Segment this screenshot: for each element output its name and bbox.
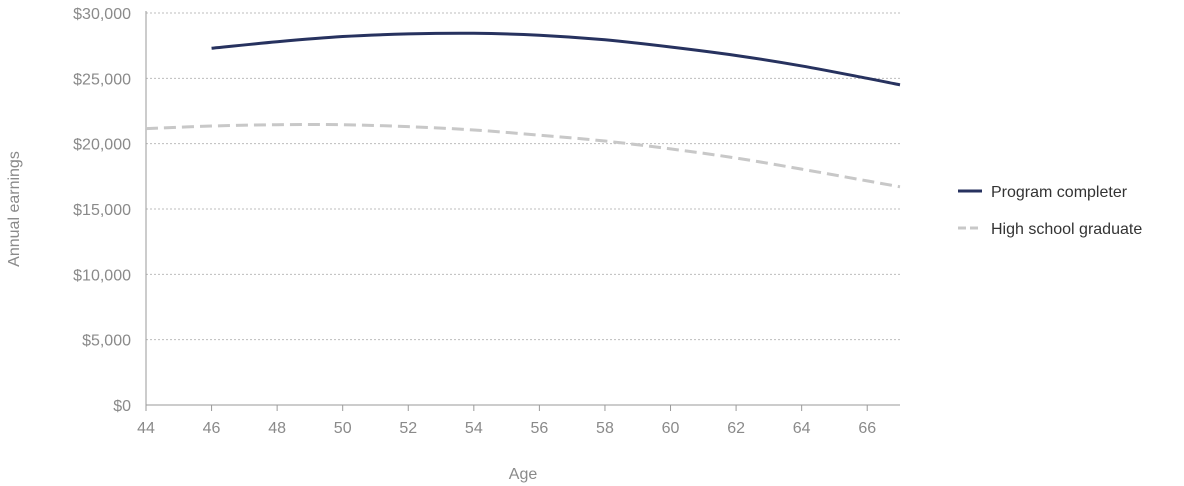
x-tick-label: 60 (662, 420, 680, 437)
x-tick-label: 56 (530, 420, 548, 437)
x-tick-label: 48 (268, 420, 286, 437)
y-axis-ticks: $0 $5,000 $10,000 $15,000 $20,000 $25,000 $30,… (73, 6, 131, 415)
legend-label: Program completer (991, 184, 1128, 201)
series-lines (145, 31, 901, 189)
y-tick-label: $15,000 (73, 202, 131, 219)
legend-label: High school graduate (991, 221, 1142, 238)
x-tick-label: 46 (203, 420, 221, 437)
y-tick-label: $30,000 (73, 6, 131, 23)
grid-lines (146, 12, 900, 341)
x-axis-title: Age (509, 466, 538, 483)
y-tick-label: $25,000 (73, 71, 131, 88)
x-tick-label: 62 (727, 420, 745, 437)
x-tick-label: 58 (596, 420, 614, 437)
x-axis-ticks: 44 46 48 50 52 54 56 58 60 62 64 66 (137, 405, 876, 437)
y-axis-title: Annual earnings (6, 151, 23, 267)
x-tick-label: 44 (137, 420, 155, 437)
y-tick-label: $0 (113, 398, 131, 415)
series-line-program-completer (211, 31, 901, 87)
y-tick-label: $20,000 (73, 137, 131, 154)
y-tick-label: $10,000 (73, 267, 131, 284)
x-tick-label: 64 (793, 420, 811, 437)
y-tick-label: $5,000 (82, 333, 131, 350)
x-tick-label: 52 (399, 420, 417, 437)
x-tick-label: 54 (465, 420, 483, 437)
legend: Program completer High school graduate (958, 184, 1142, 238)
series-line-high-school-graduate (145, 123, 901, 189)
x-tick-label: 50 (334, 420, 352, 437)
x-tick-label: 66 (858, 420, 876, 437)
